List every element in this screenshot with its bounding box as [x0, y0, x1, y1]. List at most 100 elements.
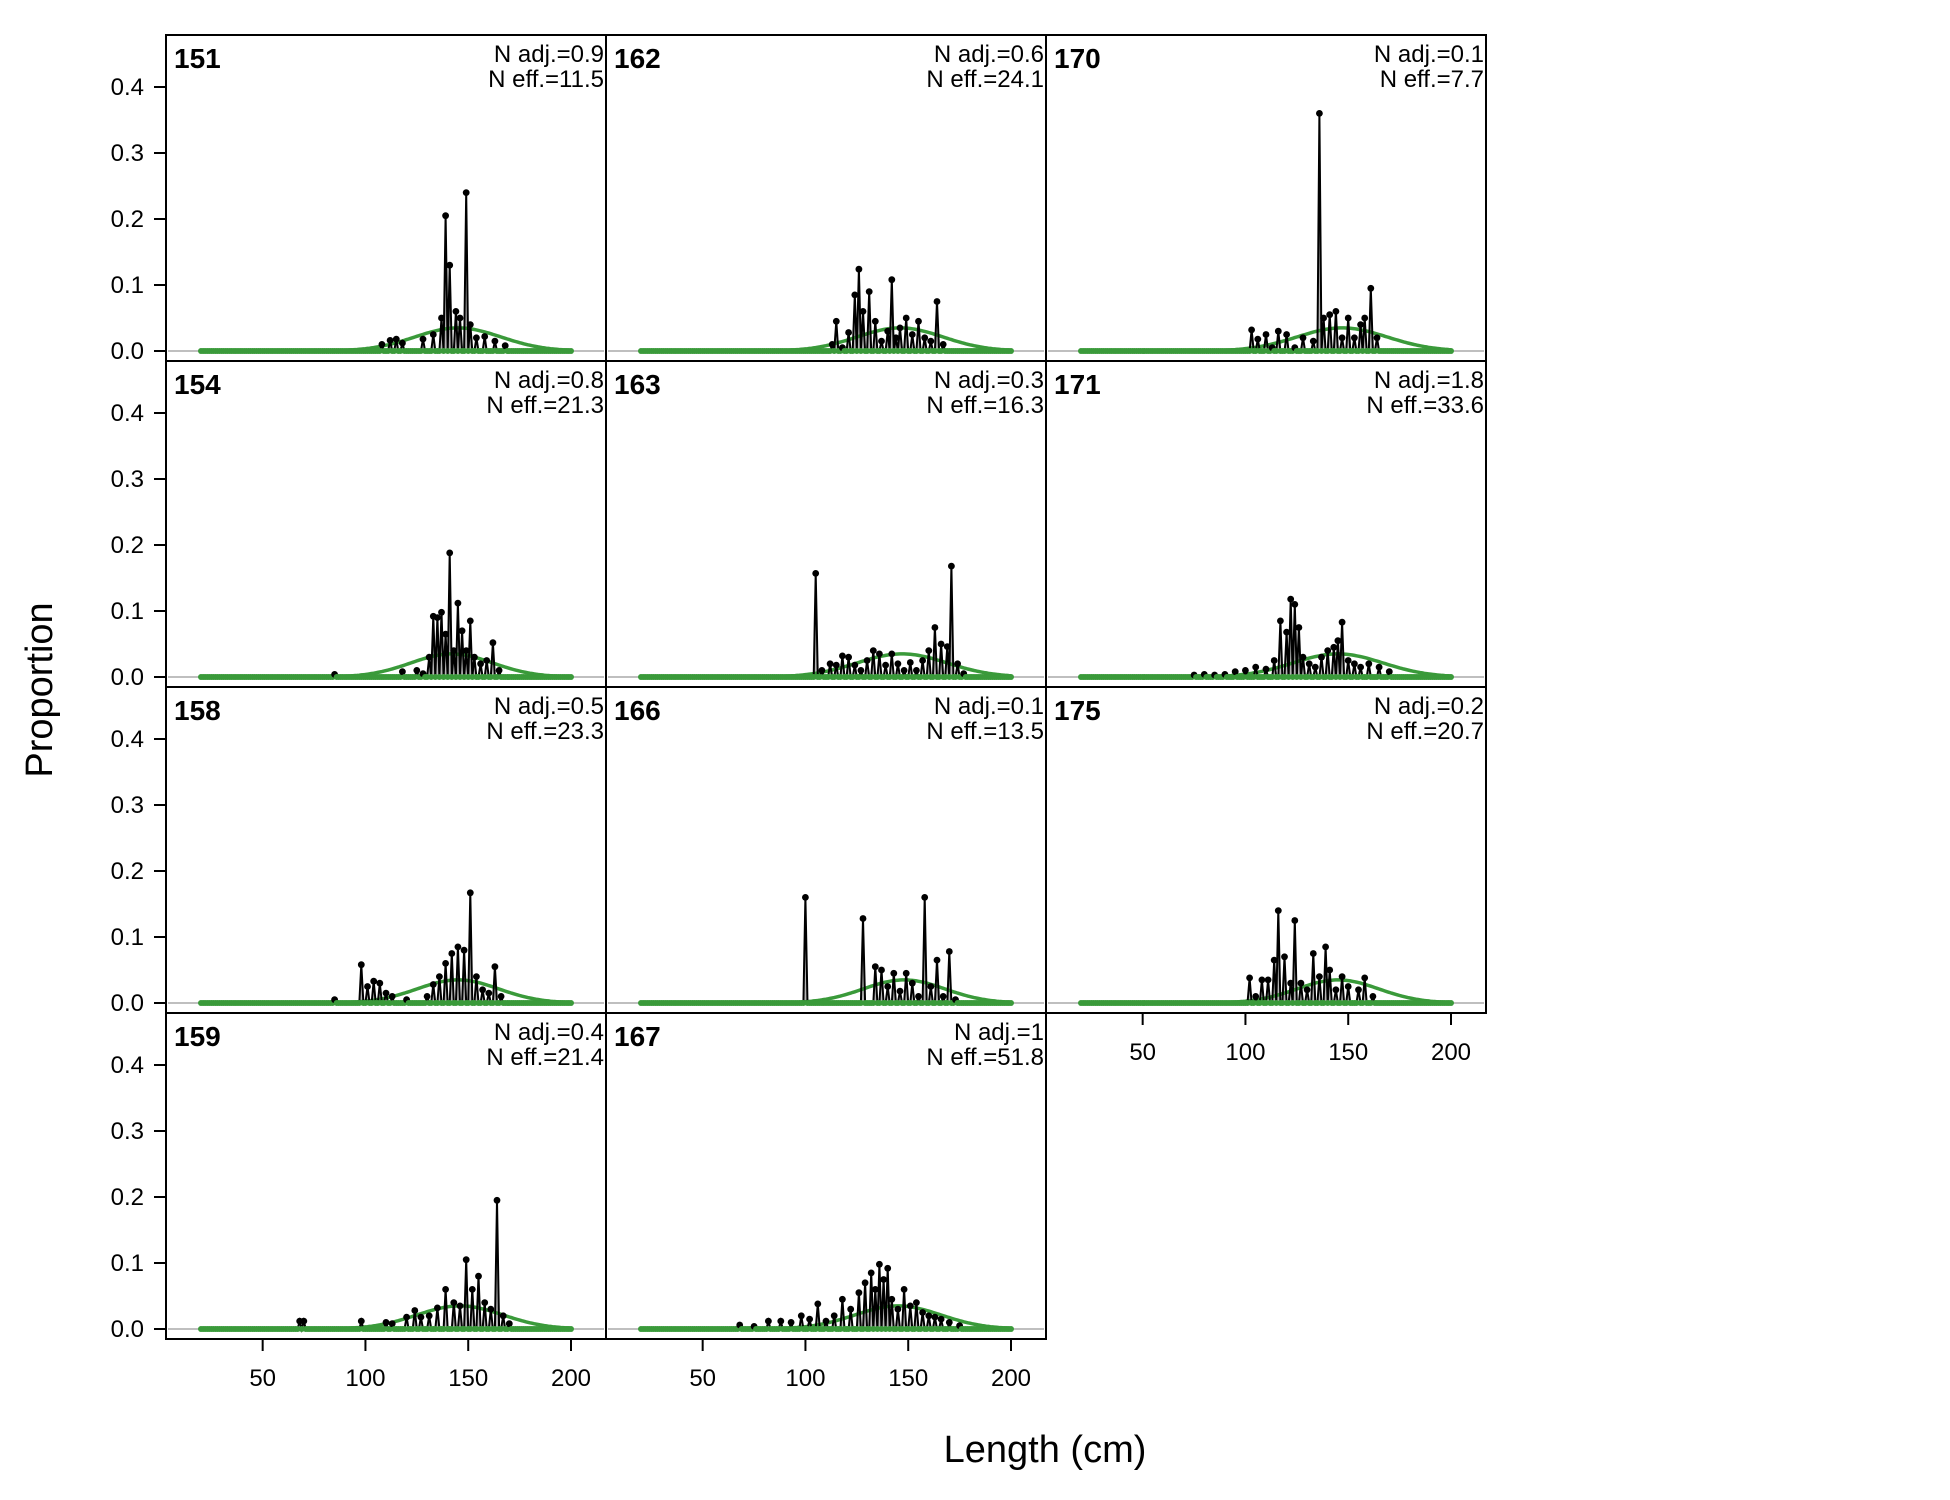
observed-point — [493, 1196, 501, 1204]
zero-point — [929, 674, 936, 680]
zero-point — [448, 1326, 455, 1332]
observed-point — [894, 660, 902, 668]
observed-point — [1361, 314, 1369, 322]
observed-point — [869, 647, 877, 654]
observed-point — [392, 335, 400, 343]
observed-point — [888, 650, 896, 658]
zero-point — [931, 1000, 938, 1006]
zero-point — [911, 1326, 918, 1332]
observed-point — [828, 341, 836, 348]
zero-point — [1330, 348, 1337, 354]
n-adj-label: N adj.=0.1 — [934, 693, 1044, 720]
zero-point — [1328, 674, 1335, 680]
n-adj-label: N adj.=0.2 — [1374, 693, 1484, 720]
zero-point — [919, 348, 926, 354]
zero-point — [874, 674, 881, 680]
zero-point — [775, 1326, 782, 1332]
panel-id-label: 163 — [614, 369, 661, 400]
zero-point — [882, 1326, 889, 1332]
observed-point — [937, 640, 945, 648]
y-tick-label: 0.2 — [111, 858, 144, 885]
observed-point — [859, 915, 867, 922]
observed-point — [945, 948, 953, 955]
observed-point — [855, 1289, 863, 1297]
zero-point — [1269, 1000, 1276, 1006]
x-tick-label: 200 — [991, 1365, 1031, 1392]
zero-point — [1316, 674, 1323, 680]
zero-point — [1384, 674, 1391, 680]
zero-point — [1359, 348, 1366, 354]
observed-point — [945, 1319, 953, 1326]
observed-point — [937, 1315, 945, 1323]
zero-point — [812, 1326, 819, 1332]
observed-point — [1270, 956, 1278, 964]
panel-frame — [605, 1012, 1047, 1340]
observed-point — [1316, 973, 1323, 980]
zero-point — [1246, 348, 1253, 354]
zero-point — [911, 674, 918, 680]
observed-line — [201, 1200, 571, 1333]
zero-point — [436, 674, 443, 680]
observed-point — [933, 298, 941, 305]
observed-point — [481, 1299, 489, 1306]
zero-point — [397, 348, 404, 354]
panel-id-label: 175 — [1054, 695, 1101, 726]
observed-point — [1274, 327, 1282, 335]
zero-point — [888, 1000, 895, 1006]
zero-point — [417, 348, 424, 354]
zero-point — [298, 1326, 305, 1332]
observed-point — [1361, 974, 1369, 982]
observed-point — [388, 993, 396, 1000]
zero-point — [925, 1000, 932, 1006]
zero-point — [477, 1000, 484, 1006]
zero-point — [479, 1326, 486, 1332]
observed-point — [876, 1260, 883, 1268]
observed-point — [1357, 321, 1364, 328]
observed-point — [403, 1313, 410, 1321]
observed-point — [466, 321, 474, 328]
observed-point — [411, 1307, 419, 1314]
zero-point — [465, 1000, 472, 1006]
zero-point — [901, 348, 908, 354]
zero-point — [411, 674, 418, 680]
zero-point — [849, 674, 856, 680]
x-tick-label: 50 — [1129, 1039, 1156, 1066]
zero-point — [436, 348, 443, 354]
zero-point — [866, 1326, 873, 1332]
x-tick-label: 150 — [1328, 1039, 1368, 1066]
zero-point — [434, 1000, 441, 1006]
zero-point — [1343, 674, 1350, 680]
n-eff-label: N eff.=13.5 — [926, 718, 1044, 745]
zero-point — [461, 674, 468, 680]
observed-point — [954, 660, 961, 668]
y-tick-label: 0.0 — [111, 664, 144, 691]
observed-fill — [641, 566, 1011, 677]
n-eff-label: N eff.=21.4 — [486, 1044, 604, 1071]
panel-166: 166 N adj.=0.1N eff.=13.5 — [605, 686, 1047, 1014]
zero-point — [890, 348, 897, 354]
zero-point — [475, 674, 482, 680]
zero-point — [862, 674, 869, 680]
zero-point — [450, 348, 457, 354]
panel-175: 175 N adj.=0.2N eff.=20.7 50 100 150 200 — [1045, 686, 1487, 1066]
n-adj-label: N adj.=0.6 — [934, 41, 1044, 68]
observed-point — [1246, 974, 1253, 982]
zero-point — [428, 1000, 435, 1006]
zero-point — [831, 674, 838, 680]
zero-point — [473, 1326, 480, 1332]
zero-point — [1244, 1000, 1251, 1006]
zero-point — [923, 674, 930, 680]
x-tick-label: 150 — [448, 1365, 488, 1392]
zero-point — [489, 1000, 496, 1006]
observed-point — [466, 617, 474, 625]
observed-point — [867, 1269, 875, 1277]
y-axis-title: Proportion — [19, 602, 61, 777]
y-tick-label: 0.2 — [111, 532, 144, 559]
observed-point — [497, 993, 505, 1000]
observed-point — [882, 661, 889, 669]
zero-point — [387, 1326, 394, 1332]
observed-point — [892, 334, 900, 342]
zero-point — [944, 1000, 951, 1006]
observed-point — [1277, 617, 1284, 625]
